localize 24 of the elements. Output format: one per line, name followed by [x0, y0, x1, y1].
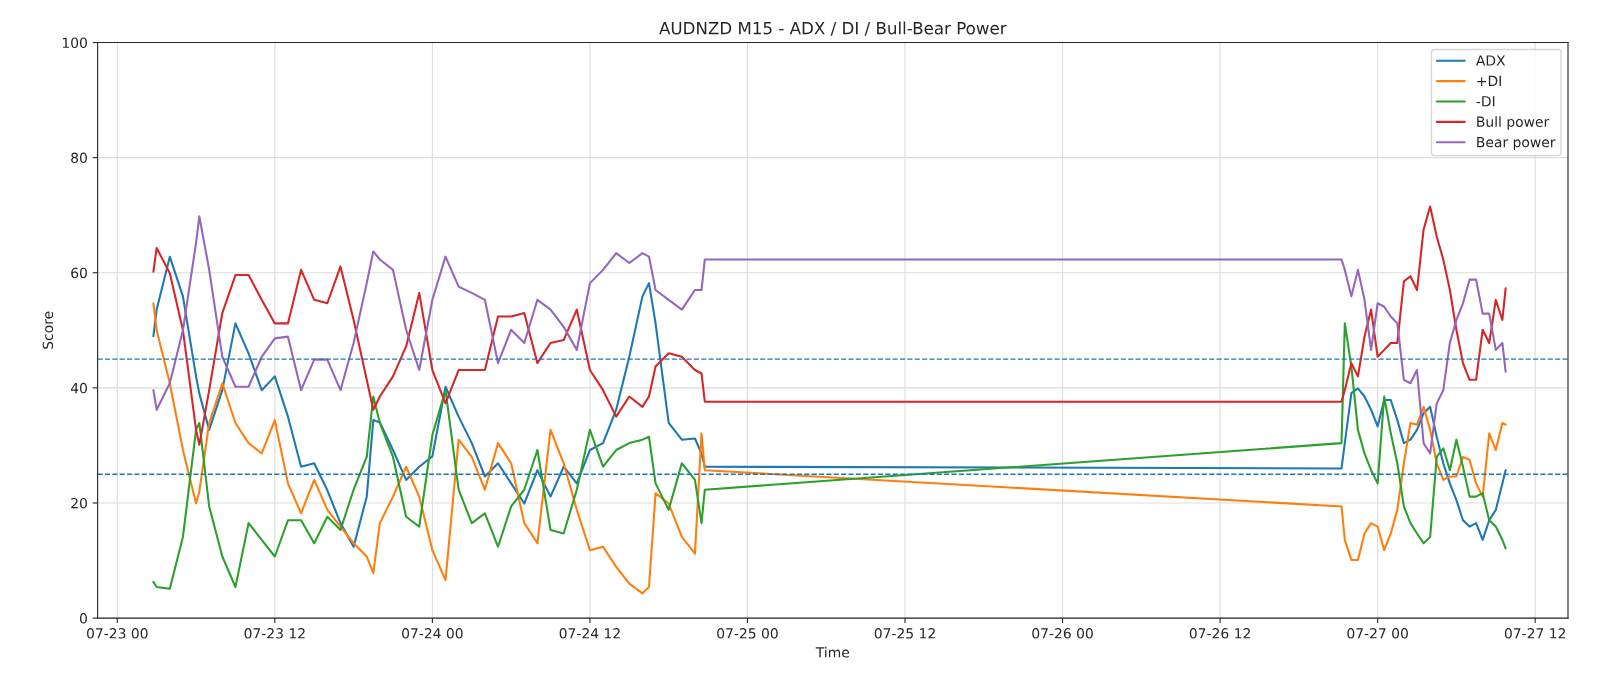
legend-label: Bull power	[1477, 116, 1550, 130]
x-tick-label: 07-26 12	[1189, 628, 1250, 639]
x-tick-label: 07-24 12	[559, 628, 620, 639]
x-tick-label: 07-24 00	[402, 628, 463, 639]
y-tick-label: 40	[70, 382, 87, 394]
y-tick-label: 60	[71, 267, 87, 279]
y-tick-label: 100	[62, 37, 87, 49]
y-tick-label: 0	[79, 613, 87, 624]
x-tick-label: 07-27 12	[1504, 628, 1566, 639]
legend-label: -DI	[1476, 96, 1495, 107]
y-tick-label: 80	[71, 152, 87, 164]
x-tick-label: 07-23 00	[86, 628, 148, 639]
x-tick-label: 07-25 12	[874, 628, 935, 639]
x-tick-label: 07-27 00	[1347, 628, 1408, 639]
legend-label: +DI	[1477, 75, 1501, 86]
x-axis-title: Time	[815, 646, 850, 658]
x-tick-label: 07-26 00	[1032, 628, 1093, 639]
legend-label: ADX	[1475, 55, 1506, 66]
y-axis-title: Score	[42, 311, 54, 349]
y-tick-label: 20	[71, 497, 87, 509]
x-tick-label: 07-23 12	[244, 628, 305, 639]
chart-title: AUDNZD M15 - ADX / DI / Bull-Bear Power	[659, 21, 1007, 36]
legend-label: Bear power	[1477, 137, 1556, 151]
x-tick-label: 07-25 00	[717, 628, 778, 639]
